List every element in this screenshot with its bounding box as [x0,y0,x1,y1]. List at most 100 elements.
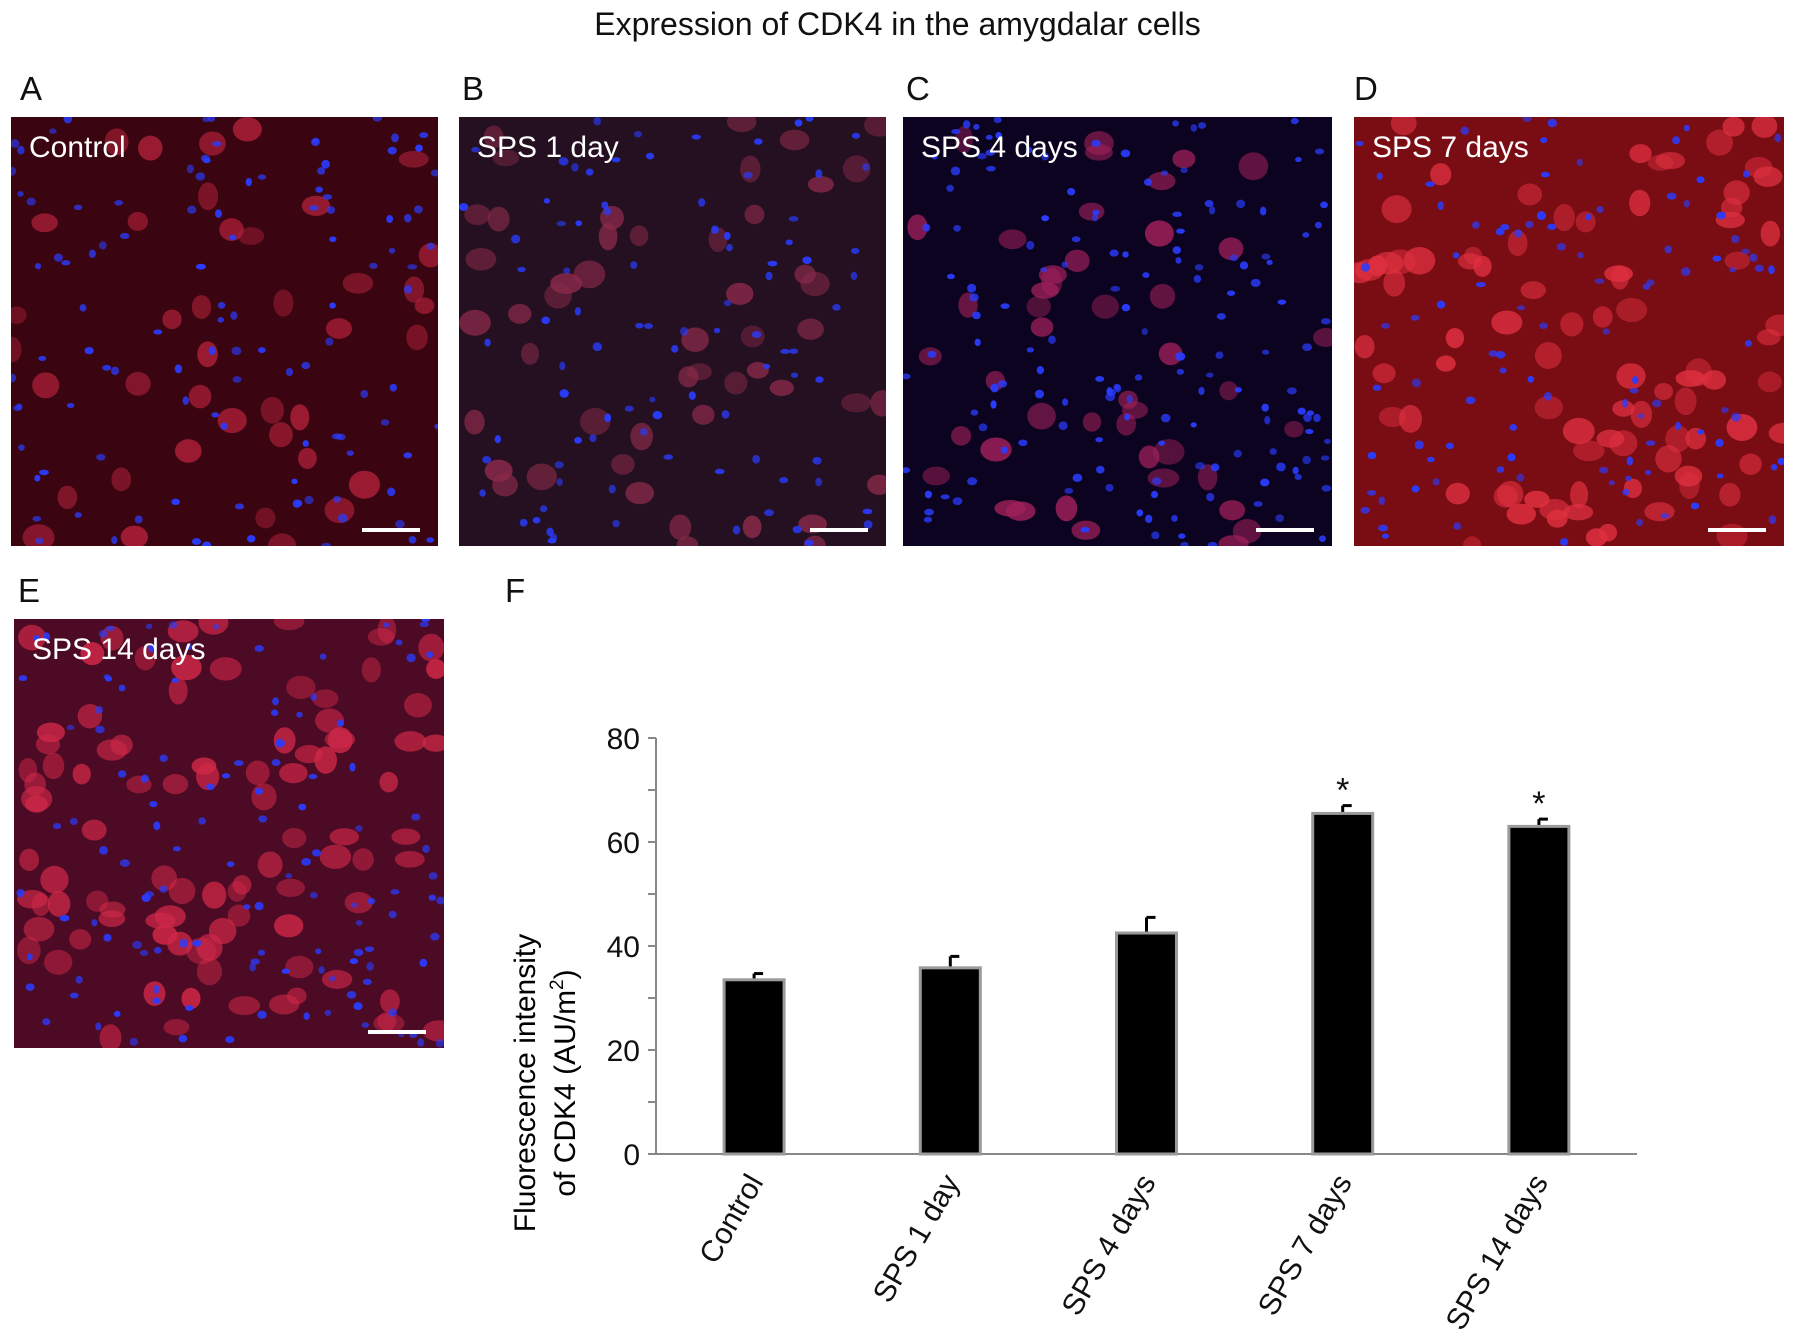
cell-body [1430,163,1452,186]
nucleus [321,542,332,546]
nucleus [1754,264,1764,273]
cell-body [1372,251,1404,275]
cell-body [138,135,163,161]
nucleus [1556,243,1566,251]
micrograph-background [14,619,444,1048]
nucleus [1380,322,1390,329]
nucleus [1266,259,1273,265]
nucleus [63,117,73,124]
nucleus [105,625,115,632]
cell-body [1147,468,1180,488]
nucleus [304,495,314,505]
nucleus [794,119,803,127]
cell-body [394,731,427,752]
nucleus [53,253,63,262]
nucleus [195,172,206,181]
nucleus [1543,392,1553,401]
nucleus [1142,272,1150,279]
cell-body [325,318,352,339]
nucleus [346,450,354,456]
cell-body [1055,495,1078,522]
nucleus [950,166,961,176]
nucleus [1680,267,1691,276]
nucleus [99,845,108,855]
nucleus [149,800,158,808]
nucleus [1360,506,1371,514]
cell-body [273,619,305,631]
nucleus [1261,349,1270,355]
nucleus [257,949,266,956]
nucleus [721,410,730,419]
nucleus [1774,133,1782,143]
nucleus [362,978,372,986]
micrograph-label: SPS 14 days [32,633,206,666]
nucleus [630,261,638,269]
cell-body [391,828,421,845]
nucleus [1134,374,1143,381]
cell-body [80,642,105,666]
nucleus [285,367,294,377]
nucleus [1516,473,1525,482]
cell-body [669,514,692,541]
nucleus [691,134,701,140]
nucleus [1198,386,1205,396]
nucleus [1110,285,1121,292]
nucleus [403,284,413,294]
nucleus [1145,514,1153,524]
nucleus [1204,200,1214,208]
nucleus [1410,314,1420,321]
nucleus [355,920,363,926]
nucleus [1547,223,1557,230]
cell-body [31,213,58,233]
nucleus [1683,124,1690,132]
nucleus [543,198,551,204]
nucleus [962,120,971,129]
cell-body [312,689,339,708]
nucleus [387,487,396,497]
nucleus [246,535,256,543]
nucleus [95,725,105,734]
nucleus [17,190,24,197]
nucleus [752,454,761,464]
x-tick-label: SPS 14 days [1440,1169,1555,1336]
cell-body [1674,465,1703,487]
nucleus [140,774,149,783]
nucleus [723,299,732,307]
nucleus [1696,176,1705,184]
micrograph-sps-4-days: SPS 4 days [903,117,1332,546]
cell-body [1560,312,1584,337]
nucleus [408,535,417,544]
nucleus [1697,429,1705,435]
cell-body [348,470,381,499]
nucleus [970,409,979,416]
scale-bar [1256,528,1314,532]
nucleus [1716,211,1727,220]
nucleus [301,858,311,866]
nucleus [312,849,322,857]
nucleus [95,1022,102,1031]
nucleus [532,517,541,524]
nucleus [1092,209,1100,216]
cell-body [42,752,65,780]
nucleus [52,823,62,830]
nucleus [1437,201,1444,211]
nucleus [1777,457,1784,466]
cell-body [279,762,308,784]
nucleus [159,754,168,762]
nucleus [1372,384,1382,391]
nucleus [1114,384,1122,393]
nucleus [1646,279,1655,287]
nucleus [1250,278,1261,288]
nucleus [110,366,120,376]
cell-body [19,848,40,872]
nucleus [494,435,501,444]
nucleus [1425,181,1435,187]
nucleus [329,236,337,243]
nucleus [815,169,823,179]
nucleus [233,760,244,767]
cell-body [1078,202,1105,221]
cell-body [459,309,491,336]
nucleus [972,311,981,320]
cell-body [127,211,149,232]
cell-body [980,437,1012,462]
